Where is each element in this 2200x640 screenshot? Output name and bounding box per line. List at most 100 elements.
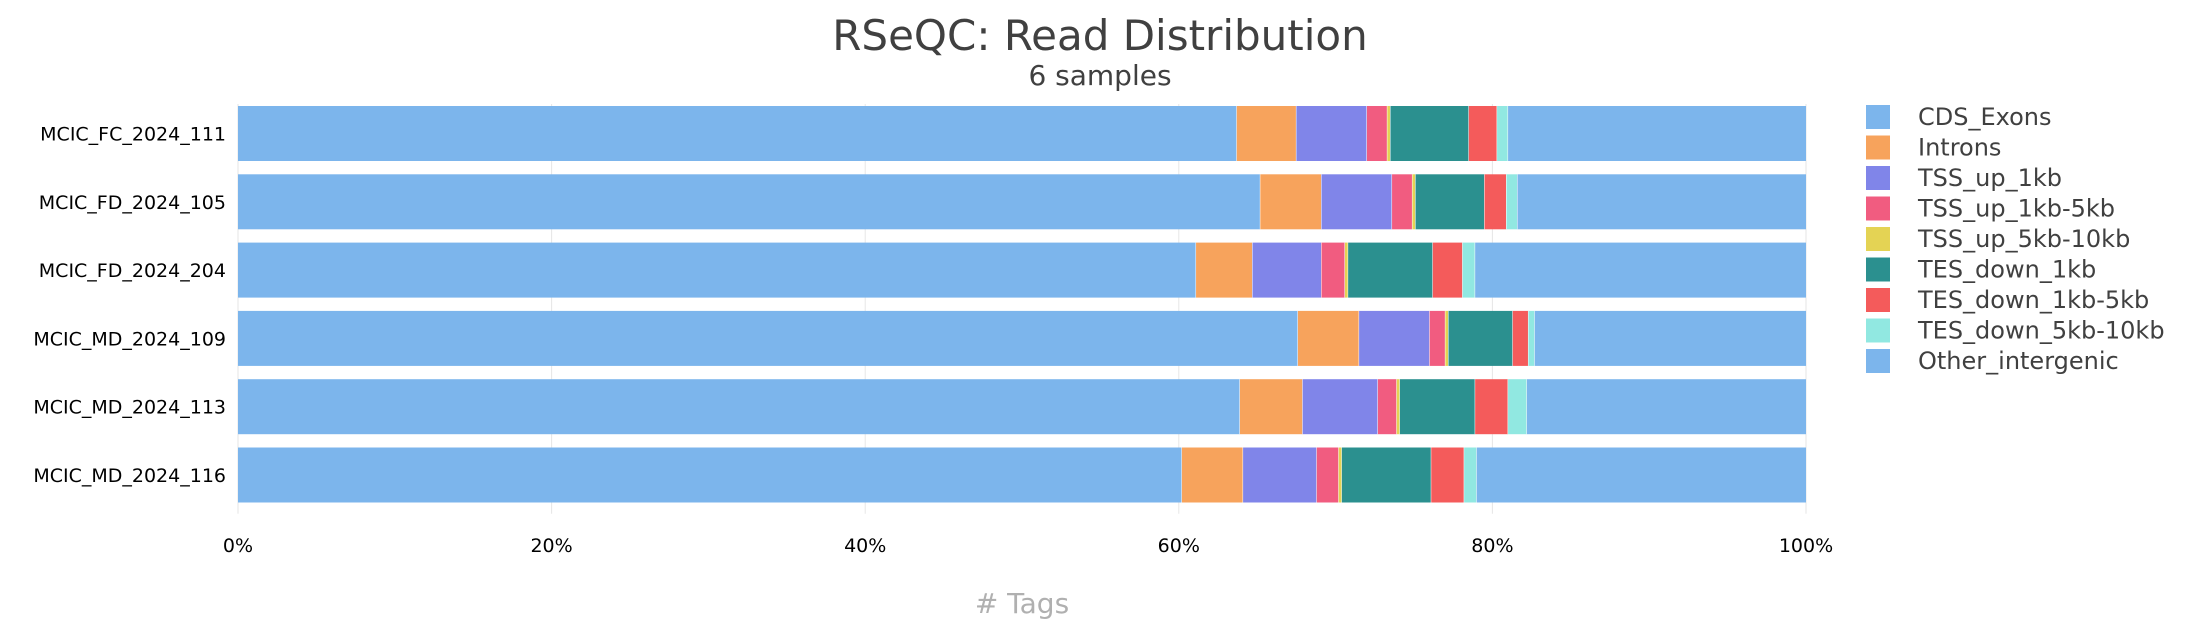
bar-segment[interactable] [1345, 242, 1349, 298]
category-label: MCIC_MD_2024_113 [33, 397, 226, 419]
x-tick-label: 100% [1779, 535, 1833, 557]
x-tick-label: 80% [1471, 535, 1513, 557]
legend-swatch [1866, 318, 1890, 343]
bar-segment[interactable] [1302, 379, 1378, 435]
bar-segment[interactable] [1528, 310, 1535, 366]
x-axis-title: # Tags [975, 587, 1069, 620]
bar-segment[interactable] [1432, 242, 1463, 298]
chart-title: RSeQC: Read Distribution [832, 11, 1368, 60]
bar-segment[interactable] [1484, 174, 1507, 230]
bar-segment[interactable] [1526, 379, 1806, 435]
bar-segment[interactable] [238, 174, 1261, 230]
bar-segment[interactable] [1359, 310, 1430, 366]
bar-segment[interactable] [238, 379, 1240, 435]
category-label: MCIC_FC_2024_111 [40, 124, 226, 146]
bar-segment[interactable] [1396, 379, 1400, 435]
legend-item[interactable]: TES_down_1kb-5kb [1866, 286, 2149, 314]
bar-segment[interactable] [1181, 447, 1244, 503]
bar-segment[interactable] [1260, 174, 1322, 230]
legend-swatch [1866, 227, 1890, 251]
bar-segment[interactable] [1239, 379, 1303, 435]
bar-segment[interactable] [1445, 310, 1449, 366]
bar-segment[interactable] [1348, 242, 1433, 298]
bar-segment[interactable] [1341, 447, 1432, 503]
legend-label: TSS_up_5kb-10kb [1917, 225, 2130, 253]
legend-label: Introns [1918, 134, 2001, 162]
x-tick-label: 0% [223, 535, 253, 557]
legend-swatch [1866, 288, 1890, 312]
chart-subtitle: 6 samples [1028, 59, 1172, 92]
bar-segment[interactable] [1392, 174, 1413, 230]
bar-segment[interactable] [1497, 106, 1509, 161]
legend-item[interactable]: TSS_up_1kb-5kb [1866, 195, 2115, 223]
bar-segment[interactable] [1431, 447, 1465, 503]
legend-label: TES_down_1kb [1917, 256, 2096, 284]
bar-segment[interactable] [1252, 242, 1322, 298]
bar-segment[interactable] [1243, 447, 1317, 503]
bar-segment[interactable] [1468, 106, 1498, 161]
bar-segment[interactable] [1321, 242, 1346, 298]
bar-segment[interactable] [1390, 106, 1469, 161]
bar-segment[interactable] [1508, 379, 1527, 435]
legend-swatch [1866, 105, 1890, 129]
bar-segment[interactable] [1429, 310, 1446, 366]
bar-segment[interactable] [1462, 242, 1476, 298]
bars [238, 106, 1806, 503]
bar-segment[interactable] [1296, 106, 1367, 161]
bar-segment[interactable] [1338, 447, 1342, 503]
x-tick-label: 20% [530, 535, 572, 557]
bar-segment[interactable] [1534, 310, 1806, 366]
bar-segment[interactable] [1475, 379, 1509, 435]
bar-segment[interactable] [1475, 242, 1806, 298]
bar-segment[interactable] [1321, 174, 1393, 230]
bar-segment[interactable] [238, 106, 1237, 161]
bar-segment[interactable] [1236, 106, 1297, 161]
bar-segment[interactable] [1412, 174, 1416, 230]
bar-segment[interactable] [1506, 174, 1518, 230]
legend-label: Other_intergenic [1918, 347, 2119, 375]
legend-swatch [1866, 257, 1890, 282]
bar-segment[interactable] [1476, 447, 1806, 503]
bar-segment[interactable] [1316, 447, 1339, 503]
bar-segment[interactable] [1297, 310, 1360, 366]
category-label: MCIC_FD_2024_204 [39, 260, 226, 282]
legend-item[interactable]: CDS_Exons [1866, 103, 2052, 131]
legend-item[interactable]: TES_down_5kb-10kb [1866, 317, 2165, 345]
legend-label: TSS_up_1kb [1917, 164, 2062, 192]
bar-segment[interactable] [238, 242, 1197, 298]
bar-segment[interactable] [1508, 106, 1806, 161]
legend-item[interactable]: Introns [1866, 134, 2001, 162]
legend-label: CDS_Exons [1918, 103, 2052, 131]
bar-segment[interactable] [1387, 106, 1391, 161]
legend-item[interactable]: TES_down_1kb [1866, 256, 2096, 284]
legend-swatch [1866, 135, 1890, 160]
bar-segment[interactable] [238, 310, 1298, 366]
bar-segment[interactable] [1448, 310, 1513, 366]
bar-segment[interactable] [238, 447, 1182, 503]
category-label: MCIC_MD_2024_116 [33, 465, 226, 487]
bar-segment[interactable] [1415, 174, 1485, 230]
legend-swatch [1866, 196, 1890, 221]
legend-swatch [1866, 166, 1890, 190]
bar-segment[interactable] [1517, 174, 1806, 230]
bar-segment[interactable] [1196, 242, 1253, 298]
legend-item[interactable]: Other_intergenic [1866, 347, 2119, 375]
category-label: MCIC_MD_2024_109 [33, 328, 226, 350]
bar-segment[interactable] [1464, 447, 1477, 503]
legend-label: TSS_up_1kb-5kb [1917, 195, 2115, 223]
x-tick-label: 40% [844, 535, 886, 557]
legend-swatch [1866, 349, 1890, 373]
category-label: MCIC_FD_2024_105 [39, 192, 226, 214]
bar-segment[interactable] [1366, 106, 1388, 161]
category-labels: MCIC_FC_2024_111 MCIC_FD_2024_105 MCIC_FD_… [33, 124, 226, 488]
x-tick-labels: 0% 20% 40% 60% 80% 100% [223, 535, 1833, 557]
legend-item[interactable]: TSS_up_1kb [1866, 164, 2062, 192]
legend-item[interactable]: TSS_up_5kb-10kb [1866, 225, 2130, 253]
legend-label: TES_down_5kb-10kb [1917, 317, 2165, 345]
bar-segment[interactable] [1399, 379, 1476, 435]
bar-segment[interactable] [1512, 310, 1529, 366]
legend-label: TES_down_1kb-5kb [1917, 286, 2149, 314]
bar-segment[interactable] [1377, 379, 1397, 435]
